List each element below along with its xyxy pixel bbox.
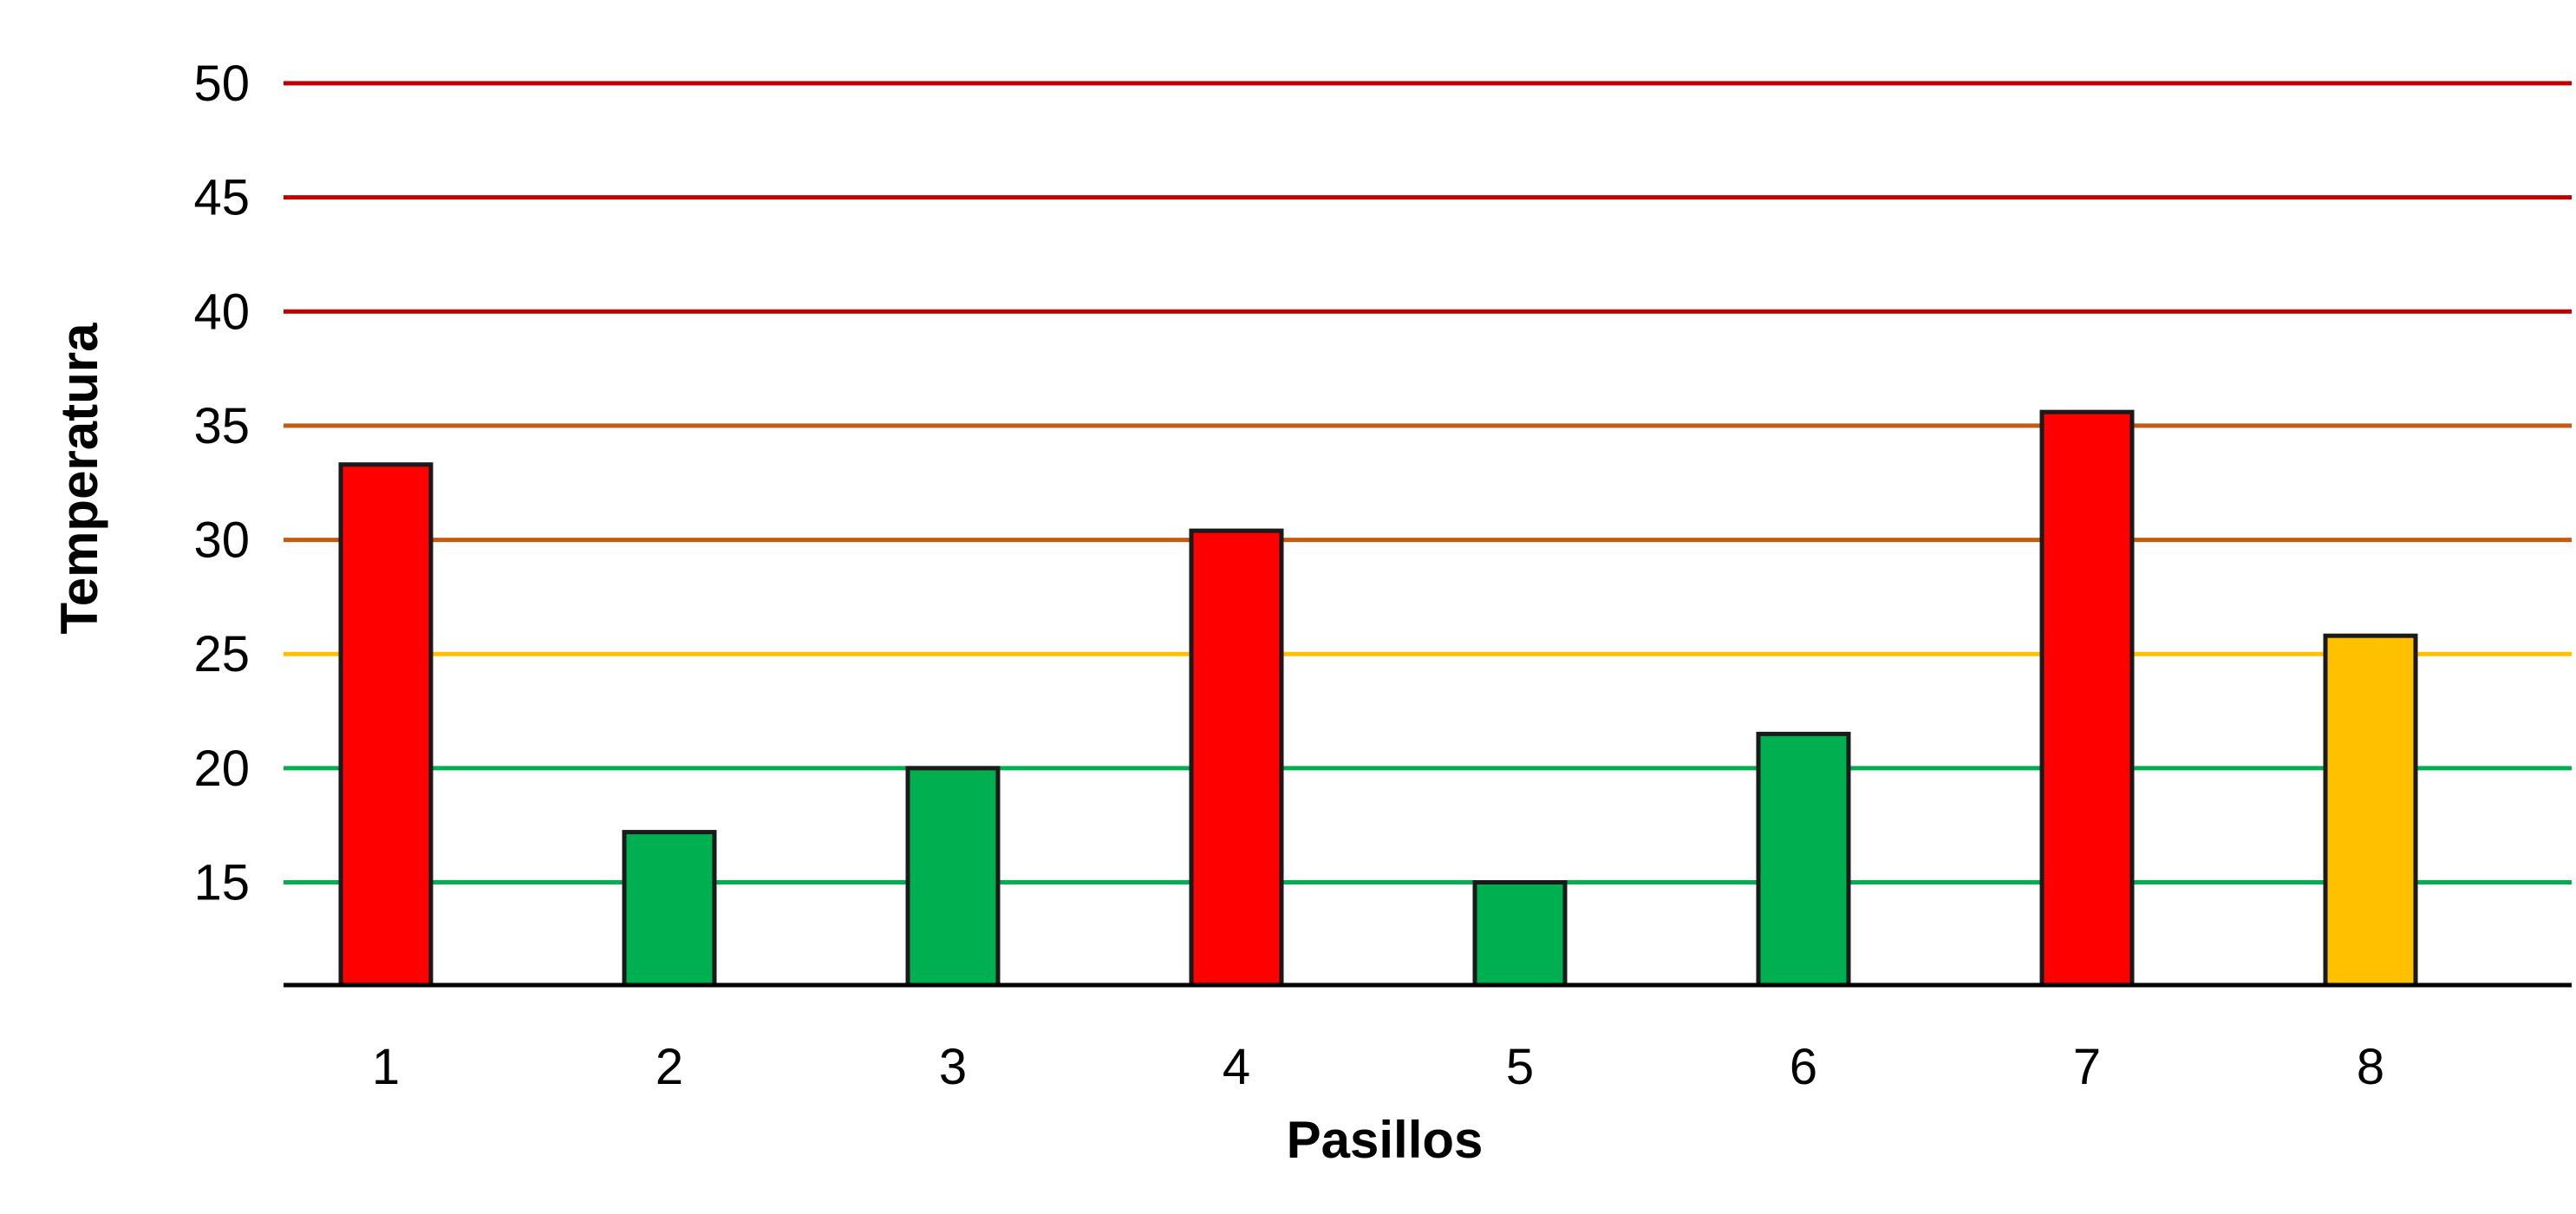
x-tick-label: 1 <box>372 1039 400 1095</box>
y-axis-title: Temperatura <box>50 323 108 635</box>
x-tick-labels: 1 2 3 4 5 6 7 8 <box>372 1039 2384 1095</box>
gridlines <box>284 81 2572 885</box>
bar-7 <box>2039 409 2135 988</box>
y-tick-label: 45 <box>193 170 250 226</box>
bar-8 <box>2323 633 2418 988</box>
x-tick-label: 2 <box>655 1039 683 1095</box>
y-tick-label: 30 <box>193 512 250 569</box>
bar-6 <box>1756 731 1851 988</box>
bar-3 <box>905 766 1001 988</box>
y-tick-label: 50 <box>193 55 250 112</box>
x-tick-label: 4 <box>1223 1039 1250 1095</box>
bar-4 <box>1189 528 1284 988</box>
bar-1 <box>338 462 434 988</box>
bar-5 <box>1472 880 1568 988</box>
x-axis-title: Pasillos <box>1287 1111 1484 1169</box>
y-tick-label: 25 <box>193 626 250 682</box>
y-tick-labels: 15 20 25 30 35 40 45 50 <box>193 55 250 911</box>
bars <box>338 409 2418 988</box>
x-tick-label: 7 <box>2073 1039 2101 1095</box>
x-tick-label: 6 <box>1790 1039 1817 1095</box>
y-tick-label: 35 <box>193 398 250 454</box>
y-tick-label: 20 <box>193 741 250 797</box>
x-tick-label: 3 <box>939 1039 967 1095</box>
y-tick-label: 15 <box>193 855 250 911</box>
x-tick-label: 5 <box>1506 1039 1534 1095</box>
bar-2 <box>622 830 717 988</box>
x-tick-label: 8 <box>2357 1039 2384 1095</box>
y-tick-label: 40 <box>193 284 250 340</box>
